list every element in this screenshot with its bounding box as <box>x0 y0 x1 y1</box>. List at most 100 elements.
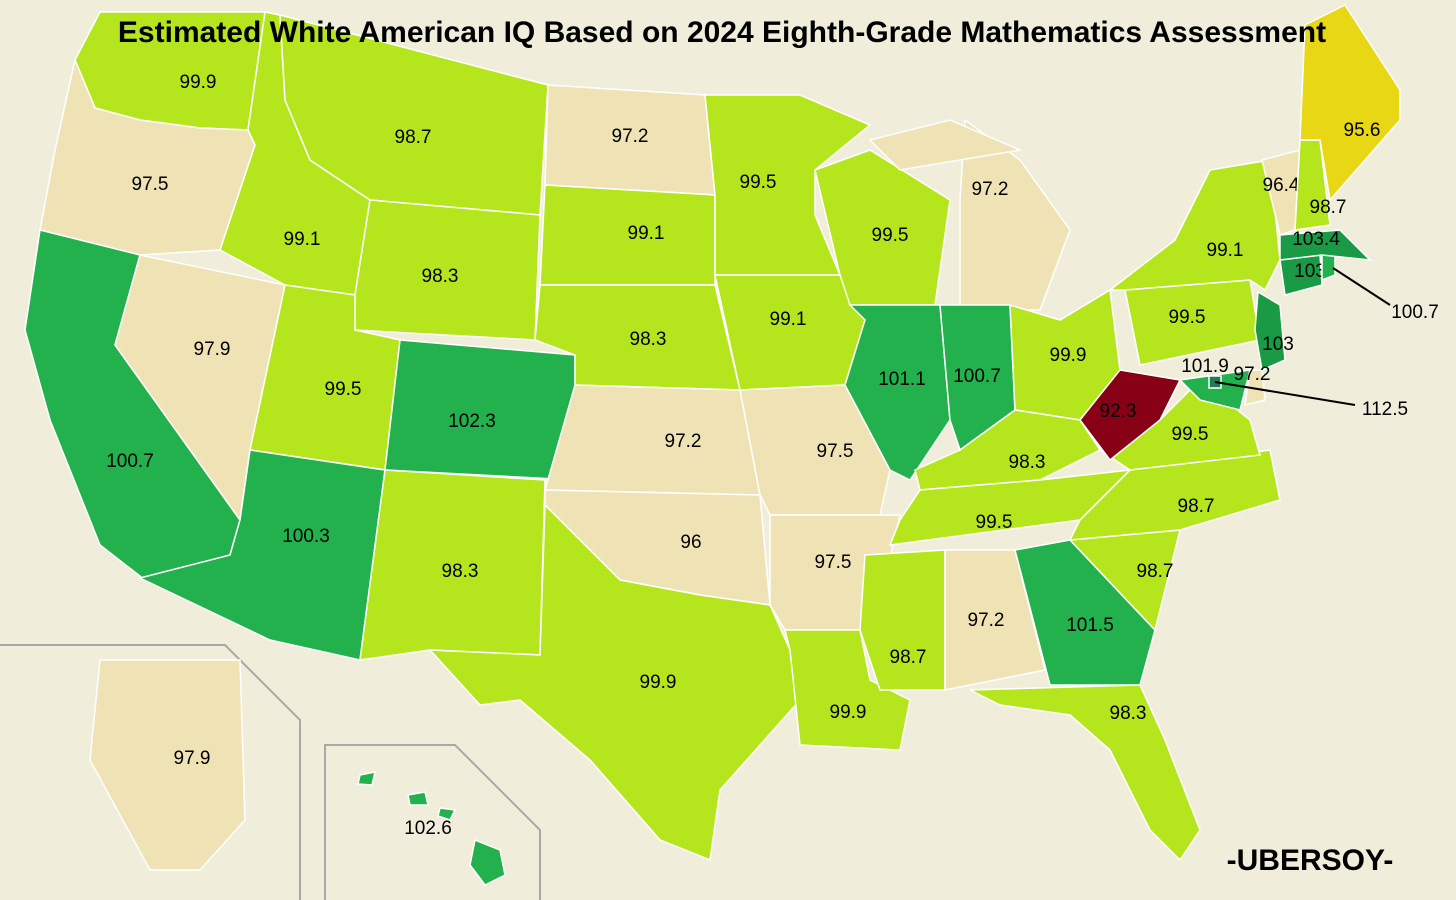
value-label: 99.9 <box>640 672 677 693</box>
value-label: 99.1 <box>628 223 665 244</box>
value-label: 98.7 <box>1310 197 1347 218</box>
region-shape <box>407 791 429 806</box>
value-label: 99.9 <box>180 72 217 93</box>
region-shape <box>1244 369 1266 406</box>
region-shape <box>544 384 761 496</box>
region-shape <box>868 119 1023 171</box>
region: 98.7 <box>1294 139 1347 231</box>
region-shape <box>357 771 376 786</box>
value-label: 99.5 <box>325 379 362 400</box>
inset-frame <box>0 644 301 900</box>
region-shape <box>384 339 576 481</box>
region-shape <box>1178 369 1251 411</box>
value-label: 98.3 <box>422 266 459 287</box>
region: 98.3 <box>914 409 1102 491</box>
value-label: 99.5 <box>1169 307 1206 328</box>
value-label: 97.5 <box>817 441 854 462</box>
region-shape <box>1014 539 1156 686</box>
value-label: 101.1 <box>878 369 926 390</box>
value-label: 99.5 <box>1172 424 1209 445</box>
region: 98.3 <box>354 199 541 341</box>
region-shape <box>1254 290 1286 372</box>
value-label: 112.5 <box>1362 399 1408 420</box>
region-shape <box>469 838 506 886</box>
region: 97.2 <box>868 118 1071 311</box>
value-label: 99.9 <box>830 702 867 723</box>
region-shape <box>354 199 541 341</box>
region-shape <box>1299 4 1401 202</box>
leader-line <box>1332 267 1391 306</box>
value-label: 100.7 <box>953 366 1001 387</box>
value-label: 98.7 <box>1178 496 1215 517</box>
value-label: 103 <box>1262 334 1294 355</box>
region-shape <box>859 549 946 691</box>
region: 99.9 <box>784 629 911 751</box>
value-label: 99.1 <box>1207 240 1244 261</box>
region: 112.5 <box>1208 375 1408 420</box>
region: 102.6 <box>357 771 506 886</box>
region: 99.1 <box>714 274 866 391</box>
region: 97.2 <box>544 384 761 496</box>
inset-frame <box>324 744 541 900</box>
value-label: 99.1 <box>284 229 321 250</box>
value-label: 97.2 <box>665 431 702 452</box>
region: 98.3 <box>359 469 546 661</box>
value-label: 98.7 <box>1137 561 1174 582</box>
region: 99.1 <box>539 184 716 286</box>
region-shape <box>89 659 246 871</box>
value-label: 103.4 <box>1292 229 1340 250</box>
value-label: 102.3 <box>448 411 496 432</box>
region-shape <box>969 684 1201 862</box>
region-shape <box>704 94 872 276</box>
value-label: 97.2 <box>1234 364 1271 385</box>
region: 101.1 <box>844 304 951 481</box>
region: 97.2 <box>944 549 1046 691</box>
value-label: 103 <box>1294 261 1326 282</box>
value-label: 98.3 <box>1009 452 1046 473</box>
region: 95.6 <box>1299 4 1401 202</box>
region: 97.2 <box>544 84 716 196</box>
region-shape <box>714 274 866 391</box>
value-label: 99.9 <box>1050 345 1087 366</box>
value-label: 98.7 <box>395 127 432 148</box>
region: 97.9 <box>89 659 246 871</box>
value-label: 100.7 <box>106 451 154 472</box>
value-label: 97.5 <box>815 552 852 573</box>
region: 99.5 <box>704 94 872 276</box>
region: 101.5 <box>1014 539 1156 686</box>
value-label: 98.3 <box>442 561 479 582</box>
value-label: 98.7 <box>890 647 927 668</box>
region: 101.9 <box>1178 356 1251 411</box>
value-label: 102.6 <box>404 818 452 839</box>
value-label: 101.9 <box>1181 356 1229 377</box>
value-label: 92.3 <box>1100 401 1137 422</box>
value-label: 95.6 <box>1344 120 1381 141</box>
value-label: 96 <box>680 532 701 553</box>
value-label: 100.3 <box>282 526 330 547</box>
value-label: 96.4 <box>1263 175 1300 196</box>
region: 103.4 <box>1279 229 1373 261</box>
value-label: 100.7 <box>1391 302 1439 323</box>
value-label: 99.5 <box>740 172 777 193</box>
value-label: 99.5 <box>872 225 909 246</box>
region: 103 <box>1254 290 1294 372</box>
region: 100.7 <box>1321 254 1439 323</box>
value-label: 97.5 <box>132 174 169 195</box>
value-label: 101.5 <box>1066 615 1114 636</box>
region: 102.3 <box>384 339 576 481</box>
region-shape <box>437 807 457 821</box>
region: 96.4 <box>1261 149 1301 236</box>
value-label: 99.5 <box>976 512 1013 533</box>
region: 97.2 <box>1234 364 1271 406</box>
value-label: 97.9 <box>174 748 211 769</box>
region-shape <box>428 503 801 862</box>
title: Estimated White American IQ Based on 202… <box>118 16 1326 49</box>
region-shape <box>1321 254 1336 282</box>
value-label: 98.3 <box>1110 703 1147 724</box>
region: 99.9 <box>74 11 266 131</box>
value-label: 97.2 <box>972 179 1009 200</box>
credit: -UBERSOY- <box>1227 844 1394 877</box>
region: 99.9 <box>428 503 801 862</box>
value-label: 97.9 <box>194 339 231 360</box>
